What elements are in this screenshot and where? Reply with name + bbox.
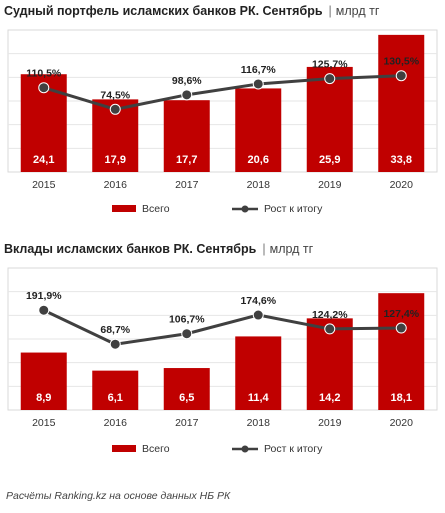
x-tick-label: 2020 xyxy=(390,179,414,191)
legend-swatch-marker xyxy=(241,205,249,213)
chart-svg: 8,9 2015 6,1 2016 6,5 2017 11,4 2018 14,2 2019 18,… xyxy=(7,267,438,455)
x-tick-label: 2019 xyxy=(318,179,342,191)
bar-value-label: 33,8 xyxy=(391,154,412,166)
growth-value-label: 98,6% xyxy=(172,75,202,87)
x-tick-label: 2015 xyxy=(32,417,56,429)
bar-2015 xyxy=(20,352,67,410)
growth-point-2016 xyxy=(109,338,121,350)
bar-2020 xyxy=(378,293,425,410)
growth-value-label: 68,7% xyxy=(100,324,130,336)
x-tick-label: 2015 xyxy=(32,179,56,191)
bar-value-label: 8,9 xyxy=(36,392,51,404)
bar-2020 xyxy=(378,34,425,172)
growth-point-2018 xyxy=(252,78,264,90)
legend-swatch-bar xyxy=(112,445,136,452)
legend-label-total: Всего xyxy=(142,203,170,215)
bar-value-label: 14,2 xyxy=(319,392,340,404)
bar-value-label: 11,4 xyxy=(248,392,270,404)
title-separator: | xyxy=(328,4,332,18)
growth-point-2019 xyxy=(324,323,336,335)
growth-line xyxy=(43,308,402,346)
x-tick-label: 2018 xyxy=(247,179,271,191)
x-tick-label: 2018 xyxy=(247,417,271,429)
growth-value-label: 74,5% xyxy=(100,89,130,101)
growth-value-label: 125,7% xyxy=(312,59,348,71)
legend-swatch-marker xyxy=(241,445,249,453)
growth-point-2020 xyxy=(395,70,407,82)
bar-2019 xyxy=(306,66,353,172)
growth-value-label: 130,5% xyxy=(383,56,419,68)
legend-label-growth: Рост к итогу xyxy=(264,203,323,215)
growth-value-label: 127,4% xyxy=(383,308,419,320)
bar-value-label: 18,1 xyxy=(391,392,412,404)
chart-svg: 24,1 2015 17,9 2016 17,7 2017 20,6 2018 25,9 2019… xyxy=(7,29,438,215)
growth-value-label: 106,7% xyxy=(169,314,205,326)
bar-2016 xyxy=(92,370,139,410)
bar-2017 xyxy=(163,100,210,172)
growth-point-2017 xyxy=(181,328,193,340)
unit-text: млрд тг xyxy=(269,242,314,256)
legend-label-growth: Рост к итогу xyxy=(264,443,323,455)
growth-value-label: 174,6% xyxy=(240,295,276,307)
bar-2018 xyxy=(235,88,282,172)
growth-point-2015 xyxy=(38,304,50,316)
growth-point-2019 xyxy=(324,73,336,85)
bar-value-label: 24,1 xyxy=(33,154,54,166)
unit-text: млрд тг xyxy=(335,4,380,18)
growth-point-2015 xyxy=(38,82,50,94)
title-text: Судный портфель исламских банков РК. Сен… xyxy=(4,4,323,18)
chart-title: Вклады исламских банков РК. Сентябрь | млр… xyxy=(4,242,313,256)
x-tick-label: 2016 xyxy=(104,179,128,191)
bar-value-label: 17,9 xyxy=(105,154,126,166)
growth-point-2020 xyxy=(395,322,407,334)
deposits-chart: Вклады исламских банков РК. Сентябрь | млр… xyxy=(0,238,445,483)
chart-title: Судный портфель исламских банков РК. Сен… xyxy=(4,4,379,18)
growth-value-label: 116,7% xyxy=(241,64,277,76)
growth-point-2016 xyxy=(109,103,121,115)
x-tick-label: 2017 xyxy=(175,417,199,429)
bar-value-label: 17,7 xyxy=(176,154,197,166)
bar-2017 xyxy=(163,368,210,410)
legend-label-total: Всего xyxy=(142,443,170,455)
growth-point-2018 xyxy=(252,309,264,321)
x-tick-label: 2016 xyxy=(104,417,128,429)
bar-value-label: 6,1 xyxy=(108,392,123,404)
legend-swatch-bar xyxy=(112,205,136,212)
bar-value-label: 20,6 xyxy=(248,154,269,166)
growth-value-label: 110,5% xyxy=(26,68,62,80)
bar-value-label: 25,9 xyxy=(319,154,340,166)
bar-2018 xyxy=(235,336,282,410)
loan-portfolio-chart: Судный портфель исламских банков РК. Сен… xyxy=(0,0,445,232)
source-note: Расчёты Ranking.kz на основе данных НБ Р… xyxy=(6,490,231,502)
x-tick-label: 2019 xyxy=(318,417,342,429)
growth-line xyxy=(43,74,402,111)
x-tick-label: 2020 xyxy=(390,417,414,429)
title-separator: | xyxy=(262,242,266,256)
growth-value-label: 124,2% xyxy=(312,309,348,321)
growth-point-2017 xyxy=(181,89,193,101)
bar-value-label: 6,5 xyxy=(179,392,194,404)
growth-value-label: 191,9% xyxy=(26,290,62,302)
x-tick-label: 2017 xyxy=(175,179,199,191)
title-text: Вклады исламских банков РК. Сентябрь xyxy=(4,242,257,256)
